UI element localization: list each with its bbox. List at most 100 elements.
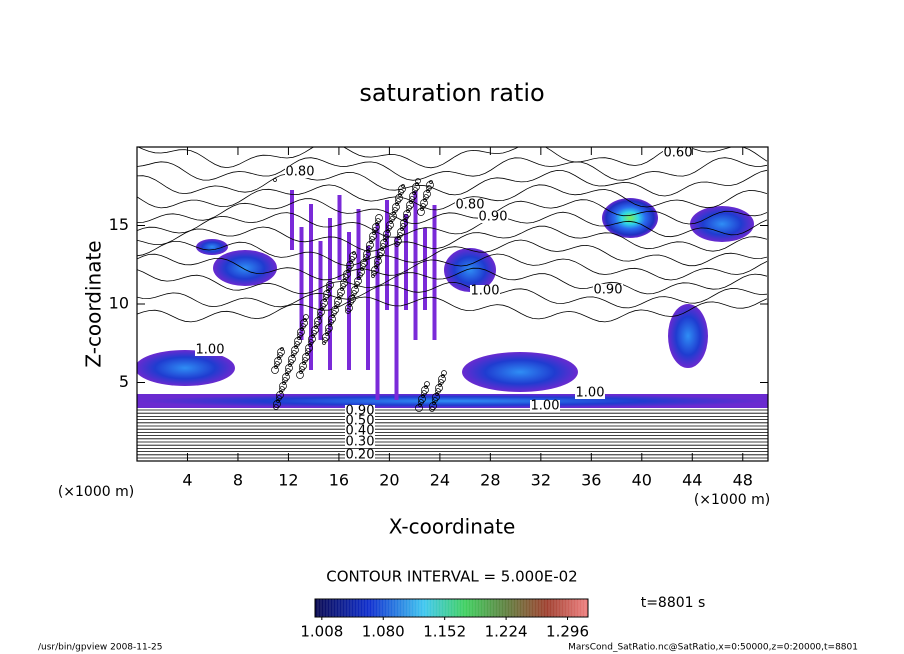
contour-cell <box>285 364 293 372</box>
contour-cell <box>401 184 405 188</box>
contour-cell <box>331 314 335 318</box>
contour-label-bg <box>345 425 375 437</box>
streak <box>385 200 389 310</box>
contour-cell <box>305 352 309 356</box>
contour-label-bg <box>478 211 508 223</box>
y-tick-label: 15 <box>109 215 129 234</box>
contour-cell <box>276 399 280 403</box>
contour-cell <box>375 214 383 222</box>
contour-cell <box>331 306 339 314</box>
contour-cell <box>352 251 356 255</box>
contour-label-bg <box>345 449 375 461</box>
contour-cell <box>325 324 333 332</box>
contour-cell <box>374 257 382 265</box>
contour-cell <box>288 363 292 367</box>
contour-cell <box>334 297 342 305</box>
x-tick-label: 44 <box>682 471 702 490</box>
contour-cell <box>432 393 440 401</box>
contour-cell <box>346 261 354 269</box>
streak <box>432 205 437 340</box>
contour-cell <box>418 403 422 407</box>
contour-label: 1.00 <box>531 399 560 414</box>
contour-cell <box>435 392 439 396</box>
contour-cell <box>421 394 425 398</box>
contour-line <box>137 239 768 267</box>
contour-cell <box>386 221 394 229</box>
supersat-region <box>462 352 578 392</box>
contour-cell <box>403 218 407 222</box>
contour-cell <box>369 232 377 240</box>
contour-cell <box>303 314 309 320</box>
contour-cell <box>340 287 344 291</box>
contour-cell <box>400 219 408 227</box>
contour-cell <box>279 382 287 390</box>
x-tick-label: 28 <box>480 471 500 490</box>
contour-label: 1.00 <box>576 386 605 401</box>
contour-label: 0.90 <box>594 283 623 298</box>
x-unit-label: (×1000 m) <box>58 484 134 500</box>
contour-cell <box>441 370 447 376</box>
streak <box>328 218 332 370</box>
x-tick-label: 12 <box>278 471 298 490</box>
contour-cell <box>351 286 359 294</box>
contour-cell <box>300 327 304 331</box>
contour-cell <box>308 335 316 343</box>
contour-cell <box>366 249 370 253</box>
streak <box>375 223 380 400</box>
contour-cell <box>417 208 425 216</box>
contour-cell <box>383 230 391 238</box>
streak <box>290 190 294 250</box>
contour-cell <box>322 333 330 341</box>
contour-cell <box>303 318 307 322</box>
contour-label-bg <box>593 284 623 296</box>
contour-cell <box>271 366 279 374</box>
contour-cell <box>320 299 328 307</box>
streak <box>318 241 323 340</box>
contour-cell <box>302 361 306 365</box>
contour-cell <box>377 256 381 260</box>
contour-label-bg <box>345 415 375 427</box>
contour-line <box>137 184 768 211</box>
footer-left: /usr/bin/gpview 2008-11-25 <box>38 643 162 653</box>
contour-cell <box>392 211 396 215</box>
contour-cell <box>360 267 364 271</box>
contour-cell <box>421 386 429 394</box>
contour-cell <box>354 285 358 289</box>
streak <box>366 246 370 370</box>
contour-cell <box>340 279 348 287</box>
contour-cell <box>291 354 295 358</box>
colorbar-tick-label: 1.080 <box>362 623 405 641</box>
contour-label-bg <box>575 387 605 399</box>
contour-cell <box>386 229 390 233</box>
contour-cell <box>424 385 428 389</box>
contour-cell <box>282 373 290 381</box>
contour-cell <box>435 384 443 392</box>
contour-cell <box>288 355 296 363</box>
contour-cell <box>429 402 437 410</box>
contour-label-bg <box>470 285 500 297</box>
contour-cell <box>334 305 338 309</box>
contour-cell <box>426 189 430 193</box>
contour-line <box>137 225 768 252</box>
contour-cell <box>363 258 367 262</box>
x-tick-label: 40 <box>632 471 652 490</box>
contour-cell <box>383 238 387 242</box>
contour-cell <box>300 319 308 327</box>
contour-cell <box>326 289 330 293</box>
supersat-region <box>690 206 754 242</box>
contour-cell <box>394 237 402 245</box>
contour-cell <box>299 370 303 374</box>
contour-cell <box>357 268 365 276</box>
contour-cell <box>371 274 375 278</box>
contour-cell <box>426 181 434 189</box>
contour-cell <box>372 231 376 235</box>
contour-label-bg <box>195 344 225 356</box>
contour-line <box>137 157 768 181</box>
supersat-region <box>444 248 496 292</box>
contour-cell <box>326 281 334 289</box>
contour-cell <box>389 212 397 220</box>
contour-cell <box>354 277 362 285</box>
contour-cell <box>328 315 336 323</box>
contour-cell <box>337 296 341 300</box>
contour-label: 0.20 <box>346 448 375 463</box>
